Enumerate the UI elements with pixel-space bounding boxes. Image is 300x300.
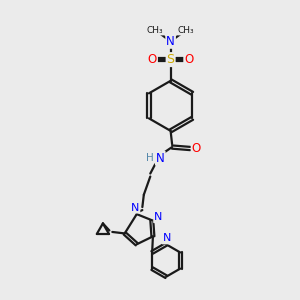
- Text: N: N: [156, 152, 165, 165]
- Text: H: H: [146, 153, 154, 163]
- Text: S: S: [167, 53, 175, 66]
- Text: N: N: [163, 233, 171, 244]
- Text: N: N: [166, 35, 175, 48]
- Text: N: N: [131, 202, 140, 213]
- Text: O: O: [184, 53, 194, 66]
- Text: N: N: [154, 212, 163, 222]
- Text: O: O: [192, 142, 201, 155]
- Text: CH₃: CH₃: [178, 26, 194, 35]
- Text: O: O: [148, 53, 157, 66]
- Text: CH₃: CH₃: [147, 26, 164, 35]
